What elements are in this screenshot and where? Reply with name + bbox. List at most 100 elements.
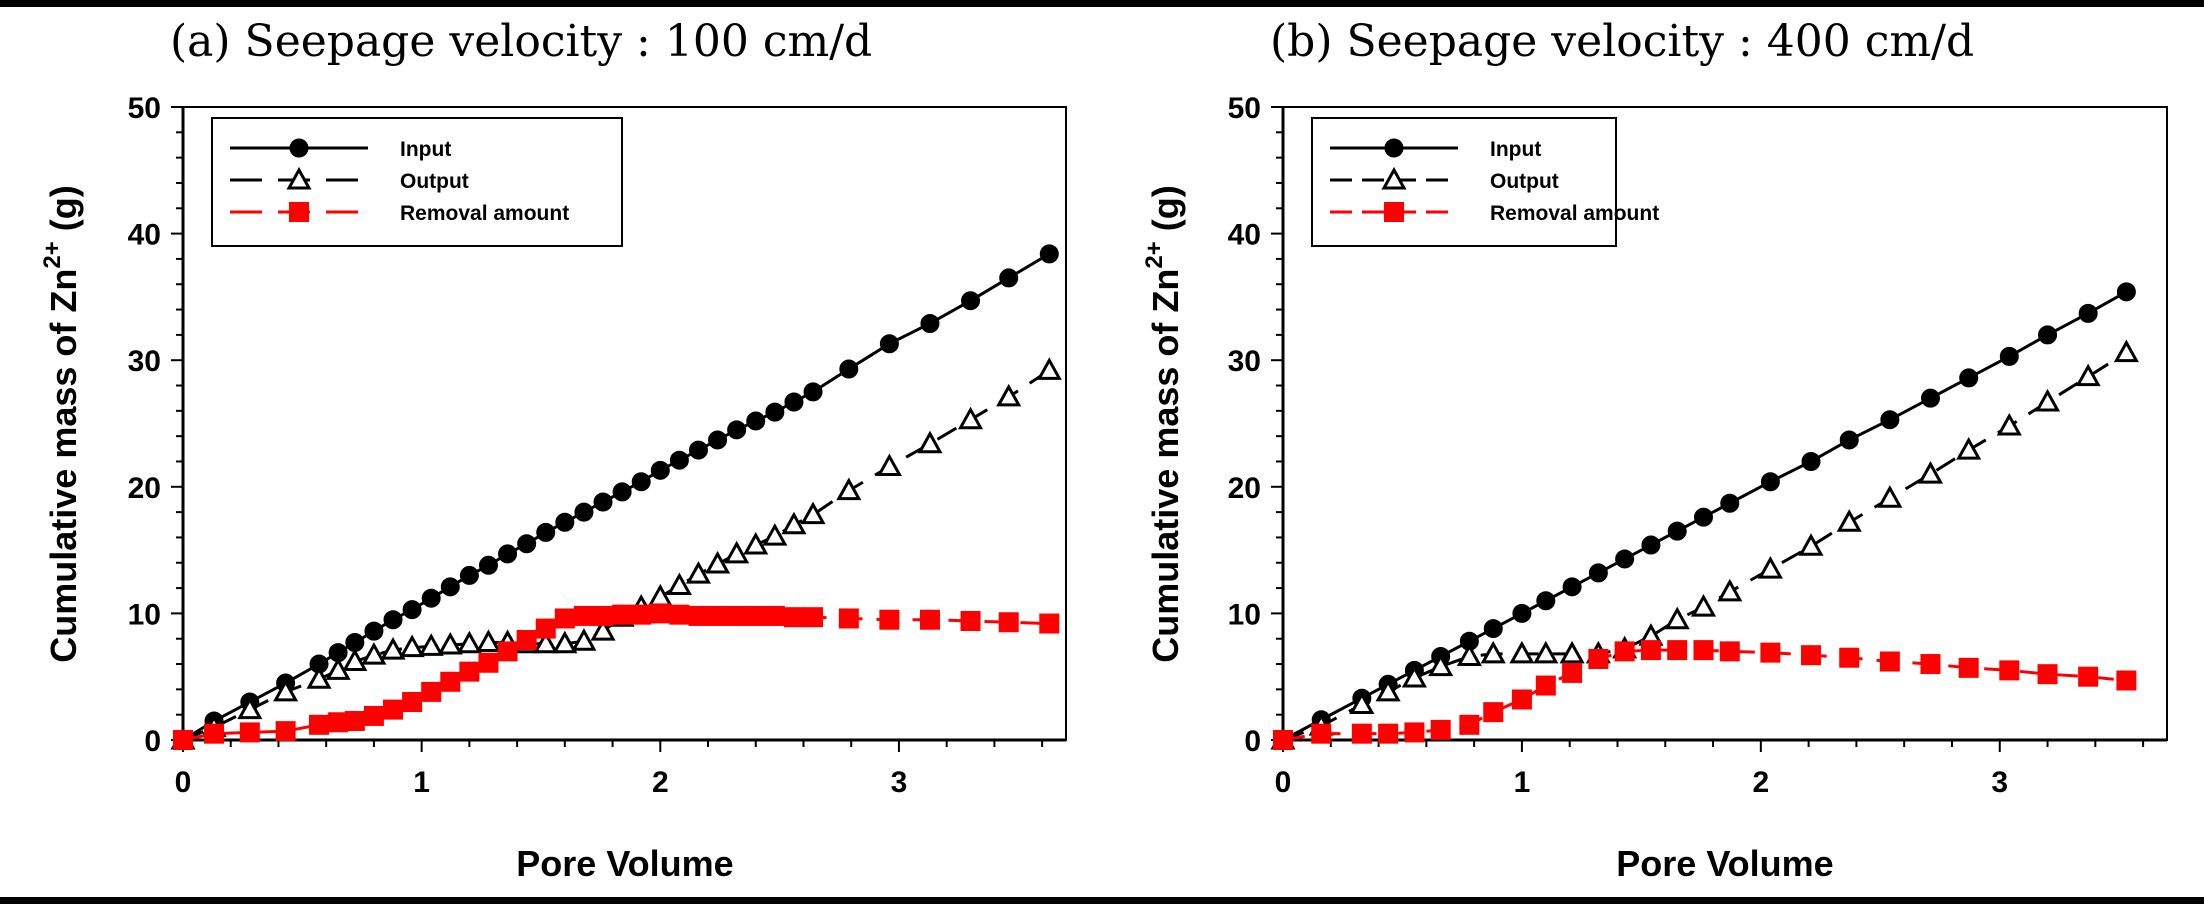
panel-a-removal-amount-point: [919, 609, 940, 630]
panel-b-output-point: [1877, 485, 1903, 508]
panel-a-legend-removal-amount-label: Removal amount: [400, 202, 569, 225]
panel-b-input-point: [2116, 282, 2136, 302]
panel-a-removal-amount-point: [516, 629, 537, 650]
panel-b-input-point: [1920, 388, 1940, 408]
top-rule: [0, 0, 2204, 7]
panel-b-input-point: [1959, 368, 1979, 388]
panel-a-input-point: [803, 382, 823, 402]
panel-a-input-point: [961, 291, 981, 311]
panel-a-removal-amount-point: [204, 723, 225, 744]
panel-a-output-point: [380, 637, 406, 660]
panel-a-output-point: [724, 540, 750, 564]
panel-a-output-point: [456, 630, 482, 654]
panel-a-input-point: [478, 555, 498, 575]
panel-a-input-point: [555, 512, 575, 532]
panel-a-series-input: [173, 244, 1059, 750]
panel-a-output-point: [273, 678, 299, 702]
panel-a-ylabel-unit: (g): [43, 185, 84, 231]
panel-b-ylabel-unit: (g): [1145, 185, 1186, 231]
panel-b-input-point: [1801, 451, 1821, 471]
panel-a-output-point: [418, 633, 444, 656]
panel-b-y-tick-label: 30: [1228, 345, 1261, 378]
panel-b-removal-amount-point: [1483, 702, 1504, 723]
panel-a-input-point: [920, 313, 940, 333]
panel-b-input-point: [1615, 549, 1635, 569]
panel-b-legend-input-marker: [1384, 138, 1404, 158]
panel-b-removal-amount-point: [1511, 689, 1532, 710]
panel-a-removal-amount-point: [239, 722, 260, 743]
panel-b-legend-removal-amount-label: Removal amount: [1490, 202, 1659, 225]
panel-b-output-point: [2075, 363, 2101, 387]
panel-a-removal-amount-point: [669, 604, 690, 625]
panel-b-removal-amount-point: [1879, 651, 1900, 672]
panel-a-legend-removal-amount-marker: [289, 202, 309, 222]
panel-a-output-point: [917, 430, 943, 454]
panel-a-y-tick-label: 0: [144, 725, 161, 758]
panel-a-removal-amount-point: [726, 605, 747, 626]
panel-b-removal-amount-point: [1999, 660, 2020, 681]
panel-a-removal-amount-point: [745, 605, 766, 626]
panel-a-input-point: [839, 359, 859, 379]
panel-a-removal-amount-point: [440, 671, 461, 692]
panel-a-output-point: [996, 383, 1022, 407]
panel-a-output-point: [743, 531, 769, 555]
panel-a-output-point: [399, 634, 425, 658]
panel-b-input-point: [2078, 303, 2098, 323]
panel-a-input-point: [612, 482, 632, 502]
panel-a-removal-amount-point: [275, 721, 296, 742]
panel-b-x-tick-label: 2: [1752, 766, 1769, 799]
panel-a-removal-amount-point: [612, 604, 633, 625]
panel-a-chart: 0 10 20 30 40 50 0 1 2 3 Input Output Removal amount: [128, 92, 1067, 799]
panel-b-output-point: [1533, 640, 1559, 664]
panel-b-removal-amount-point: [1760, 642, 1781, 663]
panel-b-output-point: [1917, 461, 1944, 484]
panel-b-legend-output-label: Output: [1490, 170, 1559, 193]
panel-a-removal-amount-point: [344, 711, 365, 732]
panel-a-removal-amount-point: [593, 605, 614, 626]
panel-b-legend-box: [1311, 117, 1617, 247]
panel-a-output-point: [781, 511, 807, 535]
panel-a-input-point: [669, 450, 689, 470]
panel-b-series-output: [1270, 339, 2139, 750]
panel-a-removal-amount-point: [363, 705, 384, 726]
panel-b-output-point: [1509, 640, 1535, 664]
panel-b-chart: 0 10 20 30 40 50 0 1 2 3 Input Output Removal amount: [1228, 92, 2168, 799]
panel-a-input-point: [650, 460, 670, 480]
panel-a-legend: Input Output Removal amount: [211, 117, 623, 247]
panel-a-input-point: [402, 600, 422, 620]
panel-a-removal-amount-point: [535, 618, 556, 639]
panel-a-output-point: [957, 406, 984, 430]
panel-a-output-point: [647, 583, 673, 607]
panel-a-input-point: [688, 440, 708, 460]
panel-b-input-point: [2038, 325, 2058, 345]
panel-a-input-point: [1039, 244, 1059, 264]
panel-b-removal-amount-point: [1535, 675, 1556, 696]
panel-b-output-point: [1456, 643, 1482, 666]
panel-a-x-tick-label: 3: [891, 766, 908, 799]
panel-a-removal-amount-point: [960, 610, 981, 631]
panel-a-output-point: [325, 657, 351, 680]
panel-a-ylabel-superscript: 2+: [39, 241, 66, 268]
panel-a-y-tick-label: 10: [128, 598, 161, 631]
panel-b-x-tick-label: 0: [1275, 766, 1292, 799]
panel-b-output-point: [1349, 691, 1375, 715]
panel-a-removal-amount-point: [173, 730, 193, 750]
panel-b-removal-amount-point: [1562, 662, 1583, 683]
panel-b-removal-amount-point: [1667, 640, 1688, 661]
panel-a-output-point: [437, 631, 463, 655]
panel-a-x-tick-label: 2: [652, 766, 669, 799]
panel-b-removal-amount-point: [1640, 640, 1661, 661]
panel-b-removal-amount-point: [1430, 719, 1451, 740]
panel-b-y-tick-label: 0: [1244, 725, 1261, 758]
panel-b-removal-amount-line: [1282, 648, 2127, 742]
panel-a-output-point: [836, 477, 862, 501]
panel-a-input-point: [765, 402, 785, 422]
panel-b-output-point: [1798, 533, 1824, 556]
panel-b-removal-amount-point: [1614, 641, 1635, 662]
panel-a-y-tick-label: 50: [128, 92, 161, 125]
panel-a-y-tick-label: 30: [128, 345, 161, 378]
panel-b-xlabel: Pore Volume: [1616, 843, 1833, 884]
panel-a-y-tick-label: 40: [128, 219, 161, 252]
panel-b-output-point: [1480, 640, 1506, 664]
panel-b-removal-amount-point: [1693, 640, 1714, 661]
